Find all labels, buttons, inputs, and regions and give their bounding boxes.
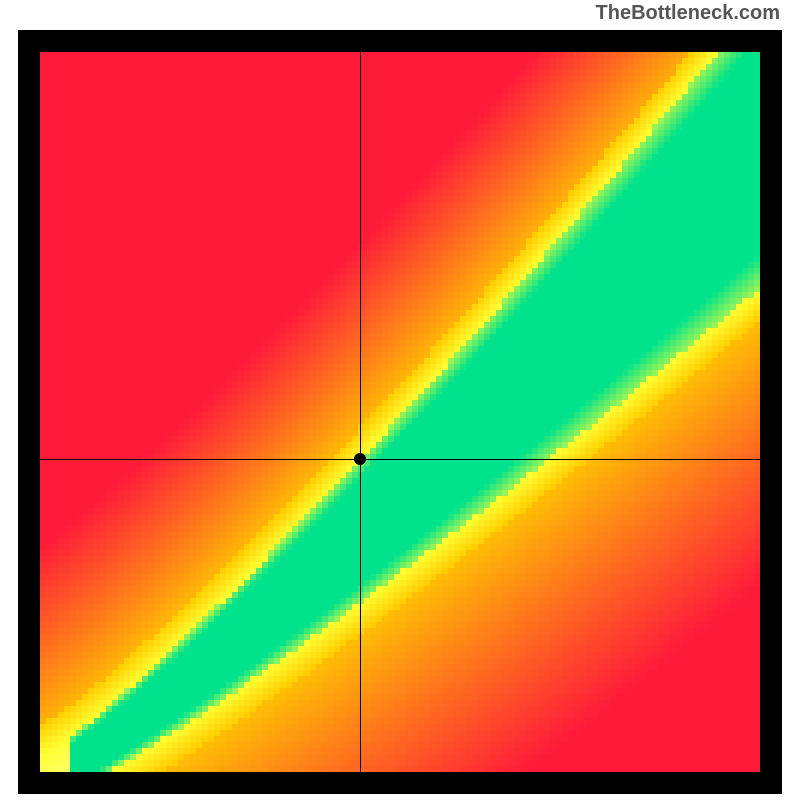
chart-container: TheBottleneck.com	[0, 0, 800, 800]
frame-top	[18, 30, 782, 52]
plot-area	[40, 52, 760, 772]
crosshair-horizontal	[40, 459, 760, 460]
data-point-marker	[354, 453, 366, 465]
heatmap-canvas	[40, 52, 760, 772]
watermark-text: TheBottleneck.com	[596, 2, 780, 25]
frame-right	[760, 30, 782, 794]
crosshair-vertical	[360, 52, 361, 772]
frame-left	[18, 30, 40, 794]
frame-bottom	[18, 772, 782, 794]
